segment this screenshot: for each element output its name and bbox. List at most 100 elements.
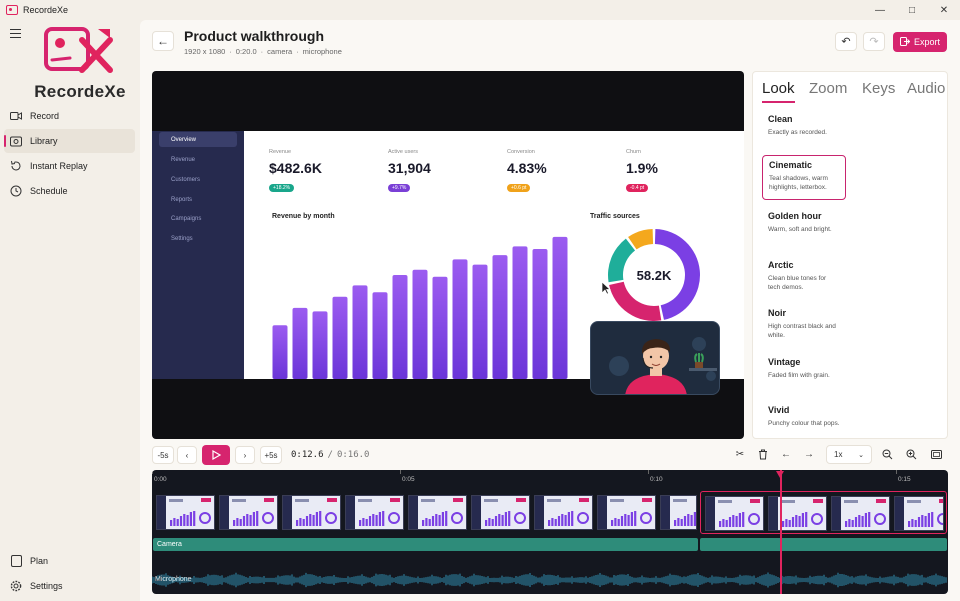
arrow-left-icon: ← [157, 34, 169, 48]
dashboard-menu-item: Revenue [171, 156, 196, 163]
time-separator: / [327, 450, 333, 460]
thumbnail-preview [157, 496, 211, 529]
clip-thumbnail [768, 496, 827, 531]
camera-track-clip[interactable] [700, 538, 947, 551]
forward-5s-button[interactable]: +5s [260, 446, 282, 464]
nav-item-plan[interactable]: Plan [4, 549, 135, 573]
tab-zoom[interactable]: Zoom [809, 80, 848, 97]
camera-track-clip[interactable]: Camera [153, 538, 698, 551]
traffic-donut-chart: 58.2K [608, 229, 700, 321]
panel-tabs: Look Zoom Keys Audio [753, 72, 947, 104]
nav-item-record[interactable]: Record [4, 104, 135, 128]
hamburger-menu-icon[interactable] [10, 29, 21, 38]
playhead[interactable] [777, 470, 783, 594]
dashboard-menu-item: Customers [171, 176, 201, 183]
back-button[interactable]: ← [152, 31, 174, 51]
chevron-right-icon: › [243, 450, 247, 460]
nav-item-label: Plan [30, 556, 49, 566]
trim-end-button[interactable]: → [799, 445, 819, 464]
tab-look[interactable]: Look [762, 80, 795, 103]
presenter-avatar [609, 337, 717, 394]
thumbnail-preview [895, 497, 943, 530]
window-controls: — □ ✕ [864, 0, 960, 20]
look-option-clean[interactable]: Clean Exactly as recorded. [762, 110, 846, 141]
speed-select[interactable]: 1x ⌄ [826, 445, 872, 464]
waveform-path [152, 572, 947, 588]
nav-item-settings[interactable]: Settings [4, 574, 135, 598]
thumbnail-preview [661, 496, 696, 529]
app-logo-icon [6, 5, 18, 15]
play-icon [211, 450, 221, 460]
undo-button[interactable]: ↶ [835, 32, 857, 51]
export-label: Export [913, 37, 940, 47]
camera-bubble[interactable] [590, 321, 720, 395]
nav-item-library[interactable]: Library [4, 129, 135, 153]
bar-mark [372, 292, 388, 379]
video-clip-2-selected[interactable] [700, 491, 947, 534]
look-option-vintage[interactable]: Vintage Faded film with grain. [762, 353, 846, 384]
minimize-icon[interactable]: — [875, 4, 885, 16]
donut-slice [608, 238, 636, 283]
effects-panel: Look Zoom Keys Audio Clean Exactly as re… [752, 71, 948, 439]
brand-logo: RecordeXe [30, 26, 130, 102]
prev-frame-button[interactable]: ‹ [177, 446, 197, 464]
look-description: Faded film with grain. [768, 372, 830, 379]
timeline[interactable]: 0:00 0:05 0:10 0:15 Camera Microphone [152, 470, 948, 594]
kpi-delta: +18.2% [269, 184, 295, 192]
look-option-arctic[interactable]: Arctic Clean blue tones for tech demos. [762, 256, 846, 296]
tab-keys[interactable]: Keys [862, 80, 896, 97]
dashboard-sidebar: Overview Revenue Customers Reports Campa… [152, 131, 244, 379]
thumbnail-preview [220, 496, 274, 529]
microphone-waveform[interactable] [152, 572, 948, 588]
thumbnail-preview [409, 496, 463, 529]
bar-mark [272, 325, 288, 379]
meta-separator: · [260, 47, 264, 56]
next-frame-button[interactable]: › [235, 446, 255, 464]
nav-item-schedule[interactable]: Schedule [4, 179, 135, 203]
play-button[interactable] [202, 445, 230, 465]
kpi-value: $482.6K [269, 160, 322, 176]
main-area: ← Product walkthrough 1920 x 1080 · 0:20… [140, 20, 960, 601]
look-option-golden-hour[interactable]: Golden hour Warm, soft and bright. [762, 207, 846, 238]
cut-button[interactable]: ✂ [730, 445, 750, 464]
bar-mark [352, 285, 368, 379]
timeline-tick-label: 0:00 [154, 476, 167, 483]
maximize-icon[interactable]: □ [908, 4, 916, 16]
camera-track-label: Camera [157, 541, 182, 548]
current-time: 0:12.6 [291, 450, 324, 460]
meta-separator: · [296, 47, 299, 56]
clip-thumbnail [156, 495, 215, 530]
video-preview[interactable]: Overview Revenue Customers Reports Campa… [152, 71, 744, 439]
zoom-in-button[interactable] [901, 445, 921, 464]
kpi-value: 31,904 [388, 160, 431, 176]
timecode: 0:12.6 / 0:16.0 [291, 450, 369, 460]
trim-start-button[interactable]: ← [776, 445, 796, 464]
speed-value: 1x [834, 450, 843, 459]
nav-item-instant-replay[interactable]: Instant Replay [4, 154, 135, 178]
kpi-card: Active users 31,904 +9.7% [388, 149, 488, 194]
chevron-left-icon: ‹ [185, 450, 189, 460]
timeline-tick [648, 470, 649, 474]
back-5s-button[interactable]: -5s [152, 446, 174, 464]
donut-slice [628, 229, 654, 250]
fit-icon [930, 450, 942, 459]
thumbnail-preview [472, 496, 526, 529]
look-option-cinematic[interactable]: Cinematic Teal shadows, warm highlights,… [762, 155, 846, 200]
look-option-noir[interactable]: Noir High contrast black and white. [762, 304, 846, 344]
nav-item-label: Settings [30, 581, 63, 591]
fit-timeline-button[interactable] [926, 445, 946, 464]
video-clip-1[interactable] [152, 491, 699, 534]
bar-chart-title: Revenue by month [272, 213, 335, 220]
redo-button[interactable]: ↷ [863, 32, 885, 51]
delete-button[interactable] [753, 445, 773, 464]
close-icon[interactable]: ✕ [939, 4, 949, 16]
bar-mark [452, 259, 468, 379]
tab-audio[interactable]: Audio [907, 80, 946, 97]
zoom-out-button[interactable] [877, 445, 897, 464]
bar-mark [392, 275, 408, 379]
bar-mark [412, 269, 428, 379]
export-button[interactable]: Export [893, 32, 947, 52]
look-option-vivid[interactable]: Vivid Punchy colour that pops. [762, 401, 846, 432]
microphone-track-label: Microphone [155, 576, 192, 583]
undo-icon: ↶ [841, 36, 851, 48]
